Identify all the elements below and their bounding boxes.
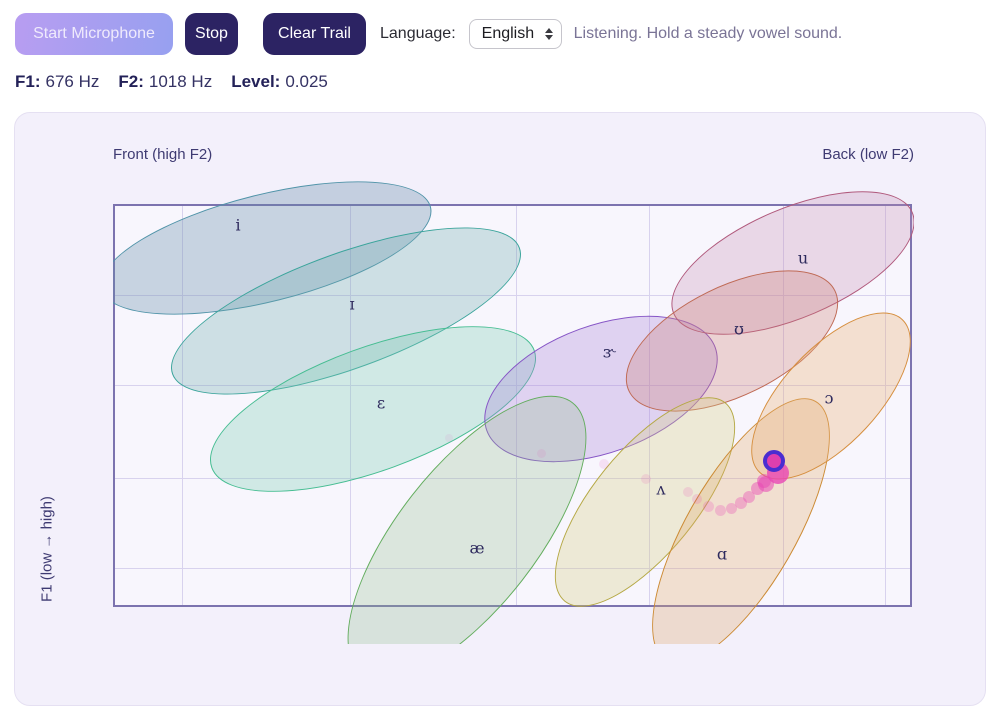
f2-value: 1018 Hz — [148, 72, 213, 91]
trail-dot — [536, 448, 546, 458]
f1-readout: F1: 676 Hz — [15, 72, 99, 92]
f1-label: F1: — [15, 72, 41, 91]
trail-dot — [692, 494, 702, 504]
grid-line-horizontal — [115, 385, 910, 386]
vowel-label-ɝ: ɝ — [602, 342, 616, 362]
level-label: Level: — [231, 72, 281, 91]
language-label: Language: — [380, 25, 456, 42]
vowel-label-ɑ: ɑ — [716, 544, 728, 564]
grid-line-vertical — [182, 206, 183, 605]
level-value: 0.025 — [285, 72, 328, 91]
vowel-label-ɛ: ɛ — [376, 393, 386, 413]
current-formant-marker — [763, 450, 785, 472]
grid-line-horizontal — [115, 478, 910, 479]
trail-dot — [714, 504, 726, 516]
grid-line-vertical — [783, 206, 784, 605]
vowel-chart-card: Front (high F2) Back (low F2) F1 (low → … — [14, 112, 986, 706]
trail-dot — [599, 459, 609, 469]
trail-dot — [735, 497, 747, 509]
front-axis-label: Front (high F2) — [113, 146, 213, 163]
trail-dot — [743, 491, 755, 503]
grid-line-horizontal — [115, 295, 910, 296]
vowel-label-æ: æ — [469, 538, 485, 558]
stop-button[interactable]: Stop — [185, 13, 238, 55]
f1-axis-label: F1 (low → high) — [38, 496, 56, 602]
vowel-label-ʌ: ʌ — [656, 479, 666, 499]
trail-dot — [725, 502, 737, 514]
trail-dot — [702, 500, 714, 512]
trail-dot — [641, 474, 651, 484]
status-text: Listening. Hold a steady vowel sound. — [573, 25, 843, 42]
f2-readout: F2: 1018 Hz — [118, 72, 212, 92]
plot-border — [113, 204, 912, 607]
vowel-label-ɔ: ɔ — [824, 388, 834, 408]
language-select-value: English — [481, 25, 535, 42]
vowel-canvas: i ɪ ɛ ɝ æ u ʊ ʌ ɑ ɔ — [113, 166, 914, 644]
grid-line-vertical — [350, 206, 351, 605]
grid-line-vertical — [885, 206, 886, 605]
vowel-label-u: u — [797, 248, 809, 268]
vowel-label-i: i — [235, 215, 241, 235]
trail-dot — [445, 434, 453, 442]
trail-dot — [683, 487, 693, 497]
grid-line-horizontal — [115, 568, 910, 569]
start-microphone-button[interactable]: Start Microphone — [15, 13, 173, 55]
select-chevrons-icon — [544, 28, 553, 40]
f1-value: 676 Hz — [45, 72, 100, 91]
f2-axis-row: Front (high F2) Back (low F2) — [113, 146, 914, 163]
grid-line-vertical — [516, 206, 517, 605]
toolbar: Start Microphone Stop Clear Trail Langua… — [15, 13, 842, 55]
level-readout: Level: 0.025 — [231, 72, 328, 92]
grid-line-vertical — [649, 206, 650, 605]
clear-trail-button[interactable]: Clear Trail — [263, 13, 366, 55]
formant-readout: F1: 676 Hz F2: 1018 Hz Level: 0.025 — [15, 72, 328, 92]
vowel-label-ɪ: ɪ — [349, 294, 355, 314]
f2-label: F2: — [118, 72, 144, 91]
back-axis-label: Back (low F2) — [822, 146, 914, 163]
language-select[interactable]: English — [468, 19, 562, 49]
vowel-label-ʊ: ʊ — [734, 319, 744, 339]
